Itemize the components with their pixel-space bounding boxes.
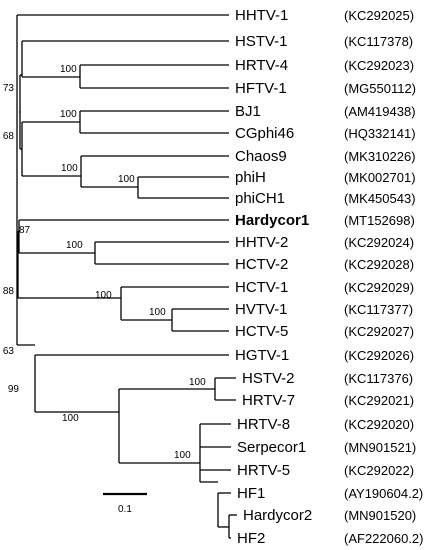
leaf-name: HRTV-8: [237, 416, 290, 433]
scale-bar: 0.1: [103, 492, 147, 515]
leaf-accession: (MK450543): [344, 191, 416, 206]
bootstrap-value: 100: [60, 109, 77, 120]
bootstrap-value: 100: [95, 290, 112, 301]
leaf-name: HHTV-1: [235, 7, 288, 24]
leaf-accession: (KC117377): [344, 302, 413, 317]
bootstrap-value: 99: [8, 384, 20, 395]
bootstrap-value: 63: [3, 346, 15, 357]
leaf-accession: (KC292020): [344, 417, 414, 432]
leaf-name: HSTV-2: [242, 370, 295, 387]
leaf-name: HCTV-1: [235, 279, 288, 296]
leaf-accession: (KC117378): [344, 34, 413, 49]
leaf-labels: HHTV-1 (KC292025) HSTV-1 (KC117378) HRTV-4 (K…: [235, 7, 424, 547]
leaf-name: HRTV-7: [242, 392, 295, 409]
leaf-name: HSTV-1: [235, 33, 288, 50]
leaf-accession: (MN901521): [344, 440, 416, 455]
leaf-accession: (MT152698): [344, 213, 415, 228]
leaf-accession: (KC292028): [344, 257, 414, 272]
leaf-name: HF2: [237, 530, 265, 547]
bootstrap-value: 88: [3, 286, 15, 297]
leaf-name: CGphi46: [235, 125, 294, 142]
leaf-name: Hardycor1: [235, 212, 309, 229]
leaf-name: HRTV-5: [237, 462, 290, 479]
leaf-name: HCTV-2: [235, 256, 288, 273]
bootstrap-value: 100: [149, 307, 166, 318]
scale-bar-label: 0.1: [118, 504, 132, 515]
leaf-accession: (AF222060.2): [344, 531, 424, 546]
leaf-accession: (MK002701): [344, 170, 416, 185]
leaf-accession: (KC292021): [344, 393, 414, 408]
leaf-name: HRTV-4: [235, 57, 288, 74]
leaf-accession: (KC292027): [344, 324, 414, 339]
bootstrap-value: 100: [62, 413, 79, 424]
bootstrap-value: 100: [189, 377, 206, 388]
leaf-name: HF1: [237, 485, 265, 502]
leaf-name: phiCH1: [235, 190, 285, 207]
leaf-name: Hardycor2: [243, 507, 312, 524]
leaf-accession: (KC292023): [344, 58, 414, 73]
bootstrap-value: 68: [3, 131, 15, 142]
leaf-name: HGTV-1: [235, 347, 289, 364]
leaf-accession: (MK310226): [344, 149, 416, 164]
bootstrap-value: 100: [66, 240, 83, 251]
leaf-name: Serpecor1: [237, 439, 306, 456]
leaf-name: Chaos9: [235, 148, 287, 165]
tree-branches: [16, 14, 237, 539]
leaf-accession: (KC292029): [344, 280, 414, 295]
leaf-accession: (KC292026): [344, 348, 414, 363]
leaf-name: HVTV-1: [235, 301, 288, 318]
bootstrap-value: 100: [60, 64, 77, 75]
leaf-accession: (AY190604.2): [344, 486, 423, 501]
leaf-accession: (HQ332141): [344, 126, 416, 141]
leaf-accession: (KC292025): [344, 8, 414, 23]
leaf-accession: (KC117376): [344, 371, 413, 386]
leaf-name: HFTV-1: [235, 80, 287, 97]
bootstrap-value: 100: [61, 163, 78, 174]
leaf-name: HHTV-2: [235, 234, 288, 251]
leaf-name: phiH: [235, 169, 266, 186]
bootstrap-value: 100: [174, 450, 191, 461]
leaf-accession: (MG550112): [344, 81, 416, 96]
leaf-accession: (KC292024): [344, 235, 414, 250]
leaf-accession: (AM419438): [344, 104, 416, 119]
leaf-accession: (MN901520): [344, 508, 416, 523]
bootstrap-value: 73: [3, 83, 15, 94]
bootstrap-support-values: 73 100 68 100 100 100 87 100 88 100 100 63 99 100 100 1…: [3, 64, 206, 461]
bootstrap-value: 100: [118, 174, 135, 185]
leaf-name: BJ1: [235, 103, 261, 120]
leaf-accession: (KC292022): [344, 463, 414, 478]
bootstrap-value: 87: [19, 225, 31, 236]
leaf-name: HCTV-5: [235, 323, 288, 340]
